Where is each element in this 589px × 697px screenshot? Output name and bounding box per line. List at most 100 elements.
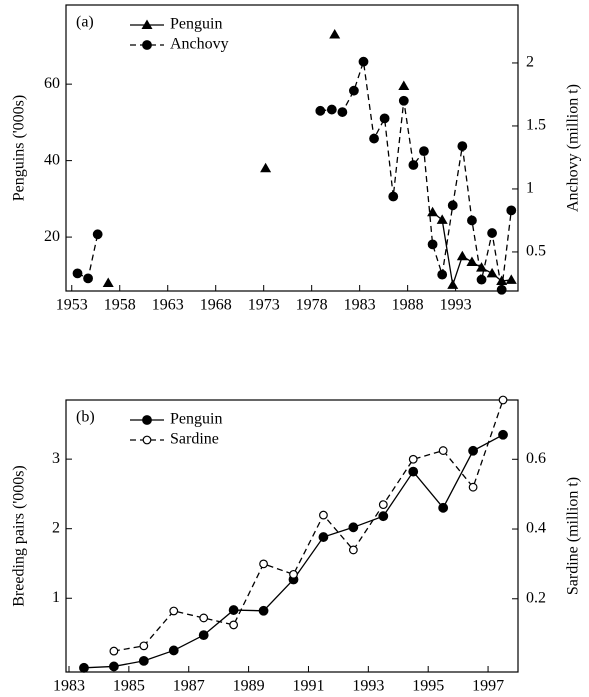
series-line [320, 61, 512, 290]
marker [138, 655, 149, 666]
y2-tick-label: 2 [526, 54, 534, 71]
marker [427, 206, 439, 217]
marker [348, 522, 359, 533]
x-tick-label: 1983 [344, 297, 376, 314]
marker [109, 646, 119, 656]
y-tick-label: 3 [52, 450, 60, 467]
marker [260, 162, 272, 173]
marker [358, 56, 369, 67]
y-tick-label: 60 [44, 75, 60, 92]
panel-label: (b) [76, 409, 95, 426]
marker [427, 239, 438, 250]
legend-marker [142, 40, 152, 50]
marker [108, 661, 119, 672]
marker [468, 445, 478, 456]
legend-marker [142, 435, 152, 445]
marker [169, 606, 179, 616]
x-tick-label: 1958 [104, 297, 136, 314]
marker [198, 630, 209, 641]
x-tick-label: 1997 [472, 678, 504, 695]
plot-frame [65, 4, 519, 292]
marker [498, 429, 508, 440]
marker [447, 279, 459, 289]
x-tick-label: 1978 [296, 297, 328, 314]
marker [388, 191, 399, 202]
series-line [83, 434, 504, 669]
marker [486, 267, 498, 278]
marker [318, 532, 329, 542]
marker [498, 395, 508, 405]
legend-marker [142, 415, 152, 425]
y-tick-label: 20 [44, 228, 60, 245]
y-tick-label: 40 [44, 151, 60, 168]
marker [92, 229, 103, 240]
legend-label: Penguin [170, 16, 222, 33]
marker [466, 256, 478, 266]
marker [456, 250, 468, 261]
x-tick-label: 1963 [152, 297, 184, 314]
marker [467, 215, 477, 226]
x-tick-label: 1985 [113, 678, 145, 695]
legend-marker [141, 19, 153, 29]
plot-frame [65, 399, 519, 673]
marker [476, 262, 488, 272]
legend-label: Anchovy [170, 36, 229, 53]
x-tick-label: 1995 [412, 678, 444, 695]
marker [83, 273, 93, 284]
marker [468, 482, 478, 492]
y2-tick-label: 1.5 [526, 117, 546, 134]
marker [348, 545, 358, 555]
marker [457, 141, 468, 152]
marker [315, 105, 326, 116]
marker [408, 160, 419, 170]
marker [326, 104, 337, 115]
x-tick-label: 1987 [173, 678, 205, 695]
marker [476, 274, 487, 285]
x-tick-label: 1993 [440, 297, 472, 314]
x-tick-label: 1989 [233, 678, 265, 695]
marker [447, 200, 458, 211]
x-tick-label: 1988 [392, 297, 424, 314]
marker [228, 605, 239, 615]
x-tick-label: 1953 [56, 297, 88, 314]
legend-label: Sardine [170, 431, 219, 448]
marker [419, 146, 429, 157]
y2-tick-label: 0.5 [526, 243, 546, 260]
y2-tick-label: 1 [526, 180, 534, 197]
x-tick-label: 1968 [200, 297, 232, 314]
marker [319, 510, 328, 520]
marker [506, 205, 517, 216]
x-tick-label: 1991 [292, 678, 324, 695]
marker [378, 500, 388, 510]
marker [329, 28, 341, 39]
marker [436, 214, 448, 224]
x-tick-label: 1983 [53, 678, 85, 695]
y-axis-label: Penguins ('000s) [11, 95, 28, 201]
marker [408, 454, 418, 464]
marker [438, 502, 449, 513]
marker [505, 274, 517, 284]
marker [398, 80, 410, 91]
y2-axis-label: Sardine (million t) [565, 477, 582, 595]
marker [379, 113, 390, 124]
y2-tick-label: 0.6 [526, 450, 546, 467]
marker [369, 133, 379, 144]
marker [408, 466, 419, 477]
y-tick-label: 1 [52, 589, 60, 606]
marker [168, 645, 179, 656]
marker [378, 511, 389, 522]
marker [72, 268, 83, 279]
marker [102, 277, 114, 287]
legend-label: Penguin [170, 411, 222, 428]
marker [496, 275, 508, 286]
marker [289, 569, 298, 579]
x-tick-label: 1973 [248, 297, 280, 314]
y2-tick-label: 0.2 [526, 589, 546, 606]
x-tick-label: 1993 [352, 678, 384, 695]
marker [199, 613, 209, 623]
marker [348, 85, 359, 96]
marker [79, 662, 89, 673]
y-axis-label: Breeding pairs ('000s) [11, 465, 28, 607]
